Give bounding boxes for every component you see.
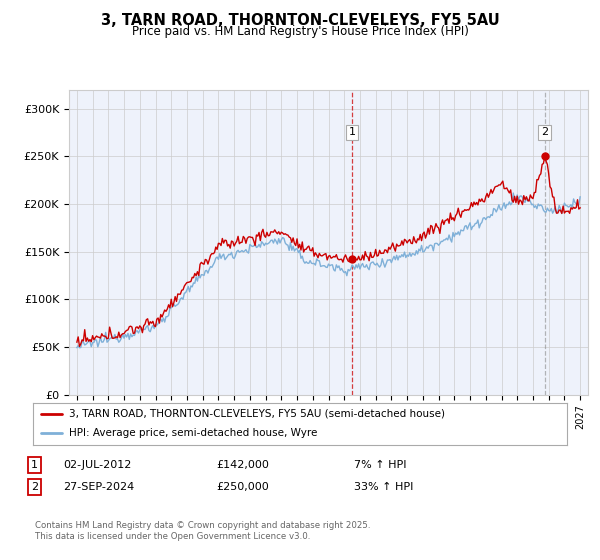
Text: HPI: Average price, semi-detached house, Wyre: HPI: Average price, semi-detached house,… [70, 428, 317, 438]
Text: Price paid vs. HM Land Registry's House Price Index (HPI): Price paid vs. HM Land Registry's House … [131, 25, 469, 39]
Text: 2: 2 [541, 127, 548, 137]
Text: 7% ↑ HPI: 7% ↑ HPI [354, 460, 407, 470]
Text: 2: 2 [31, 482, 38, 492]
Text: 02-JUL-2012: 02-JUL-2012 [63, 460, 131, 470]
Text: £142,000: £142,000 [216, 460, 269, 470]
Text: 3, TARN ROAD, THORNTON-CLEVELEYS, FY5 5AU: 3, TARN ROAD, THORNTON-CLEVELEYS, FY5 5A… [101, 13, 499, 28]
Text: 1: 1 [349, 127, 356, 137]
Text: 3, TARN ROAD, THORNTON-CLEVELEYS, FY5 5AU (semi-detached house): 3, TARN ROAD, THORNTON-CLEVELEYS, FY5 5A… [70, 409, 445, 419]
Text: 27-SEP-2024: 27-SEP-2024 [63, 482, 134, 492]
Text: £250,000: £250,000 [216, 482, 269, 492]
Text: Contains HM Land Registry data © Crown copyright and database right 2025.
This d: Contains HM Land Registry data © Crown c… [35, 521, 370, 540]
Text: 33% ↑ HPI: 33% ↑ HPI [354, 482, 413, 492]
Text: 1: 1 [31, 460, 38, 470]
